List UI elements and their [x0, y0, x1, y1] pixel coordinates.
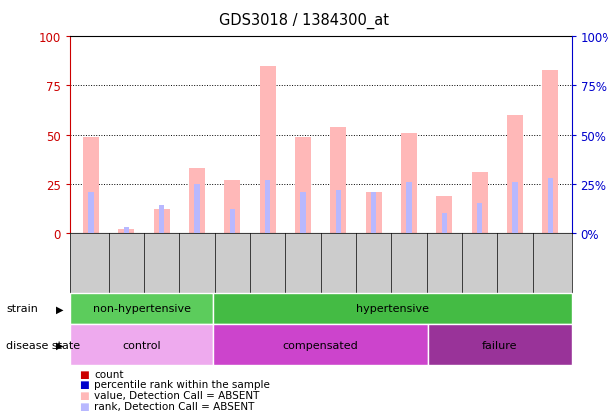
- Bar: [83, 137, 99, 233]
- Text: strain: strain: [6, 304, 38, 314]
- Bar: [401, 133, 417, 233]
- Text: control: control: [122, 340, 161, 350]
- Text: ■: ■: [79, 369, 89, 379]
- Bar: [260, 66, 275, 233]
- Bar: [124, 228, 129, 233]
- Bar: [428, 324, 572, 366]
- Text: non-hypertensive: non-hypertensive: [92, 304, 190, 314]
- Text: failure: failure: [482, 340, 517, 350]
- Bar: [213, 293, 572, 324]
- Text: compensated: compensated: [283, 340, 359, 350]
- Bar: [295, 137, 311, 233]
- Bar: [159, 206, 164, 233]
- Text: percentile rank within the sample: percentile rank within the sample: [94, 380, 270, 389]
- Bar: [230, 210, 235, 233]
- Bar: [371, 192, 376, 233]
- Bar: [89, 192, 94, 233]
- Text: ▶: ▶: [57, 304, 64, 314]
- Bar: [513, 183, 517, 233]
- Text: ■: ■: [79, 380, 89, 389]
- Bar: [300, 192, 306, 233]
- Bar: [330, 127, 347, 233]
- Text: value, Detection Call = ABSENT: value, Detection Call = ABSENT: [94, 390, 260, 400]
- Text: ▶: ▶: [57, 340, 64, 350]
- Text: count: count: [94, 369, 124, 379]
- Text: GDS3018 / 1384300_at: GDS3018 / 1384300_at: [219, 12, 389, 28]
- Bar: [213, 324, 428, 366]
- Bar: [477, 204, 482, 233]
- Bar: [265, 180, 271, 233]
- Bar: [70, 324, 213, 366]
- Bar: [507, 116, 523, 233]
- Bar: [195, 184, 200, 233]
- Text: ■: ■: [79, 401, 89, 411]
- Bar: [224, 180, 240, 233]
- Bar: [119, 230, 134, 233]
- Bar: [406, 183, 412, 233]
- Bar: [472, 173, 488, 233]
- Text: rank, Detection Call = ABSENT: rank, Detection Call = ABSENT: [94, 401, 255, 411]
- Bar: [189, 169, 205, 233]
- Bar: [441, 214, 447, 233]
- Text: hypertensive: hypertensive: [356, 304, 429, 314]
- Text: ■: ■: [79, 390, 89, 400]
- Bar: [437, 196, 452, 233]
- Bar: [548, 178, 553, 233]
- Text: disease state: disease state: [6, 340, 80, 350]
- Bar: [366, 192, 382, 233]
- Bar: [70, 293, 213, 324]
- Bar: [154, 210, 170, 233]
- Bar: [542, 71, 558, 233]
- Bar: [336, 190, 341, 233]
